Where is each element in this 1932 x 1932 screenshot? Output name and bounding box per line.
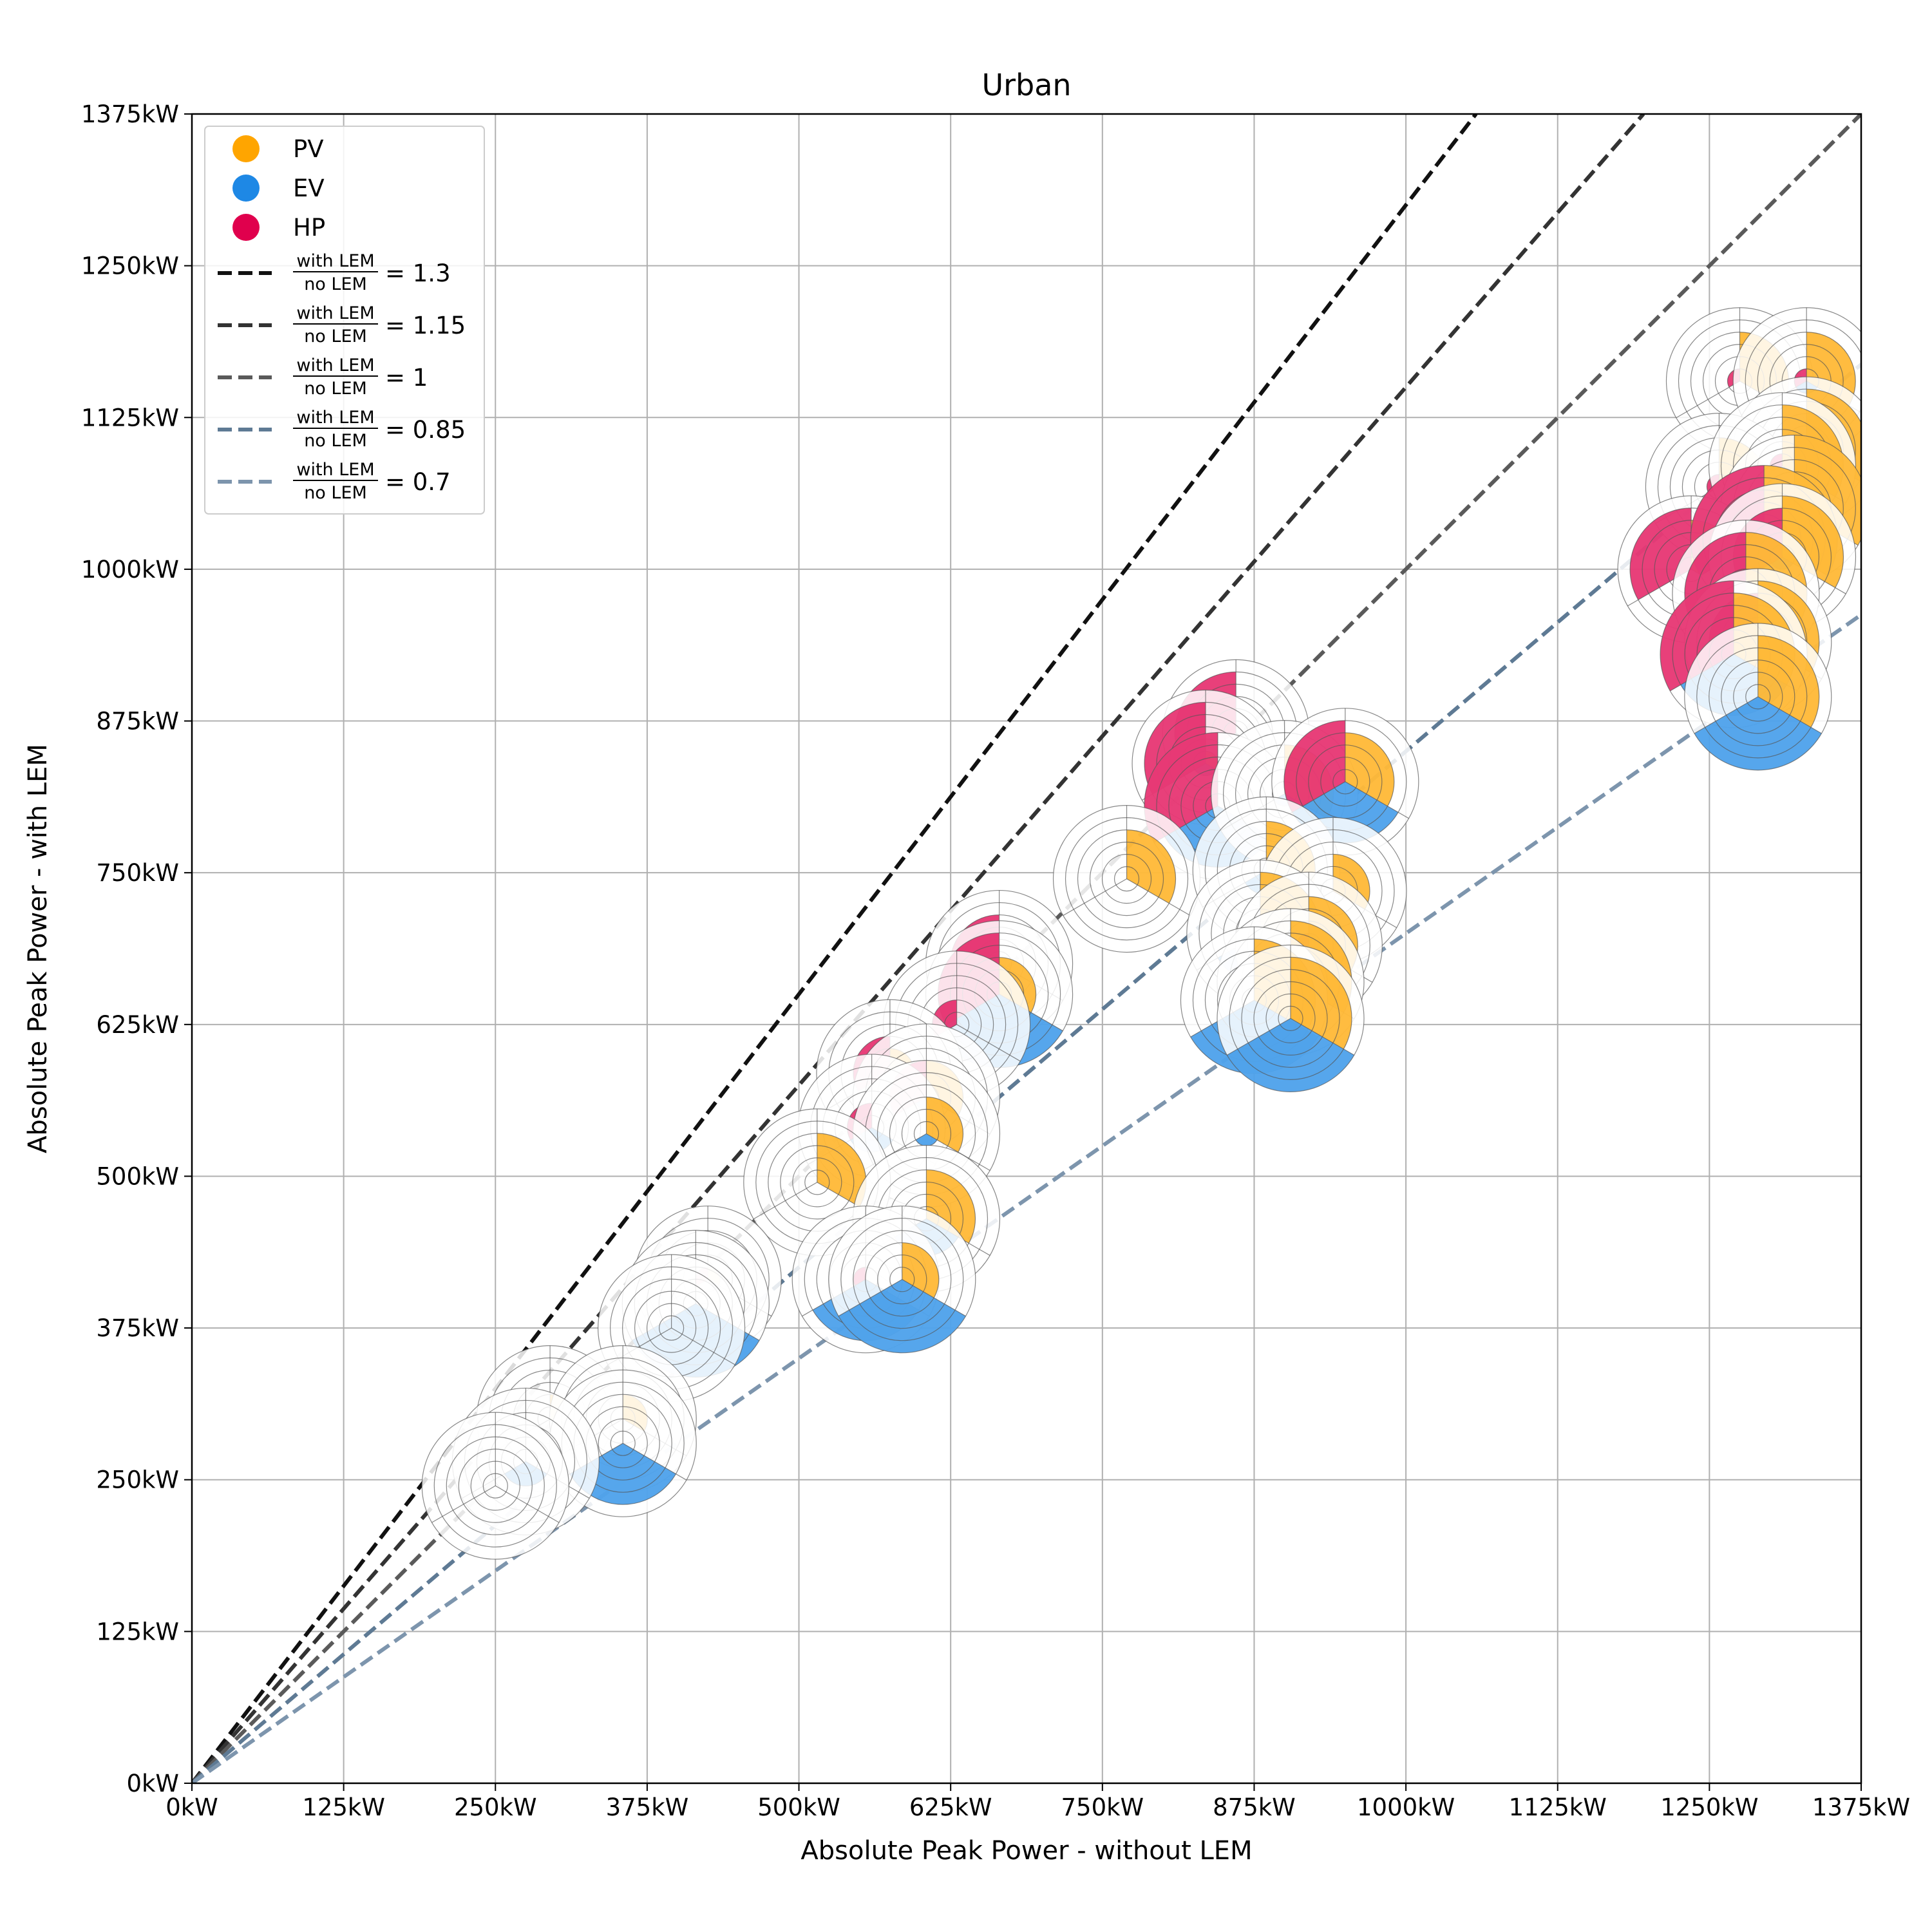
axis-ticks: 0kW 125kW 250kW 375kW 500kW 625kW 750kW 875kW 10… [81,100,1910,1821]
x-tick-label: 0kW [166,1794,218,1821]
legend-frac-numerator: with LEM [296,460,374,480]
glyph-spoke [1063,878,1127,916]
glyph-spoke [956,1024,1021,1062]
ev-wedge [916,1133,937,1146]
legend-label-hp: HP [293,214,325,242]
legend-label-pv: PV [293,135,324,163]
glyph-spoke [495,1485,560,1523]
x-tick-label: 500kW [757,1794,840,1821]
x-tick-label: 750kW [1061,1794,1144,1821]
x-tick-label: 1375kW [1812,1794,1910,1821]
ratio-line [192,613,1861,1783]
data-point [828,1206,976,1354]
legend-frac-numerator: with LEM [296,355,374,375]
glyph-spoke [753,1182,818,1220]
x-tick-label: 625kW [909,1794,992,1821]
legend-frac-numerator: with LEM [296,408,374,428]
legend: PV EV HP with LEM no LEM = 1.3 with LEM no LEM =… [204,126,485,515]
ratio-line [192,114,1645,1783]
x-tick-label: 250kW [454,1794,537,1821]
pv-wedge [1757,635,1819,728]
y-tick-label: 1250kW [81,252,179,280]
x-tick-label: 1125kW [1509,1794,1607,1821]
legend-frac-denominator: no LEM [304,327,367,346]
x-tick-label: 125kW [302,1794,385,1821]
chart-title: Urban [981,68,1071,102]
y-tick-label: 1125kW [81,404,179,431]
legend-frac-denominator: no LEM [304,379,367,399]
x-tick-label: 875kW [1213,1794,1296,1821]
glyph-spoke [1345,781,1409,819]
plot-frame [191,113,1862,1785]
data-point [1684,623,1832,771]
ratio-line [192,114,1478,1783]
glyph-spoke [1290,1018,1355,1056]
legend-marker-pv [232,135,260,162]
y-tick-label: 500kW [96,1162,179,1190]
pv-wedge [1291,957,1352,1049]
data-point [421,1412,569,1560]
legend-label-ev: EV [293,175,325,202]
legend-marker-hp [232,214,260,241]
glyph-spoke [1226,1018,1291,1056]
glyph-spoke [1126,878,1191,916]
y-tick-label: 625kW [96,1011,179,1039]
y-tick-label: 125kW [96,1618,179,1645]
y-tick-label: 750kW [96,859,179,887]
y-tick-label: 1000kW [81,556,179,583]
hp-wedge [1283,720,1345,813]
glyph-spoke [838,1279,903,1317]
legend-ratio-value: = 0.7 [385,468,451,496]
x-tick-label: 1250kW [1660,1794,1758,1821]
legend-box [204,126,485,515]
data-point [1052,805,1201,953]
x-tick-label: 375kW [606,1794,689,1821]
data-point [1217,944,1365,1092]
y-tick-label: 250kW [96,1466,179,1494]
y-tick-label: 375kW [96,1314,179,1342]
legend-ratio-value: = 1 [385,364,428,392]
data-points [421,307,1861,1560]
pv-wedge [817,1133,866,1207]
ratio-line [192,363,1861,1783]
y-axis-label: Absolute Peak Power - with LEM [23,744,53,1153]
glyph-spoke [622,1443,687,1481]
y-tick-label: 0kW [126,1770,179,1797]
legend-ratio-value: = 1.15 [385,312,466,339]
glyph-spoke [671,1327,735,1365]
y-tick-label: 875kW [96,708,179,735]
legend-frac-denominator: no LEM [304,483,367,503]
legend-frac-numerator: with LEM [296,303,374,323]
y-tick-label: 1375kW [81,100,179,128]
glyph-spoke [926,1133,990,1171]
x-tick-label: 1000kW [1357,1794,1455,1821]
glyph-spoke [1676,381,1740,419]
glyph-spoke [1694,696,1759,734]
pv-wedge [1345,732,1394,806]
legend-marker-ev [232,175,260,202]
x-axis-label: Absolute Peak Power - without LEM [800,1836,1252,1866]
legend-ratio-value: = 1.3 [385,260,451,287]
glyph-spoke [431,1485,496,1523]
legend-frac-denominator: no LEM [304,431,367,451]
legend-ratio-value: = 0.85 [385,416,466,444]
glyph-spoke [1757,696,1822,734]
legend-frac-denominator: no LEM [304,274,367,294]
legend-frac-numerator: with LEM [296,251,374,271]
glyph-spoke [902,1279,966,1317]
grid [191,113,1862,1784]
pv-wedge [1126,829,1176,904]
